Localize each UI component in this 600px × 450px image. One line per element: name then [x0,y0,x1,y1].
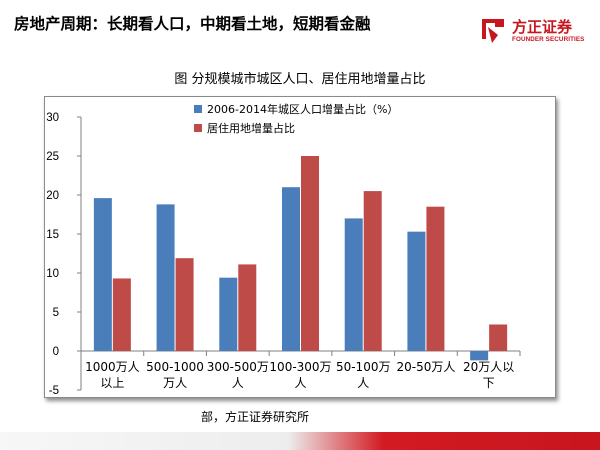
bar-series-1 [470,351,489,361]
y-tick-label: 15 [46,229,59,241]
x-category-label: 20万人以 [463,360,514,374]
footer-band [0,432,600,450]
x-category-label: 人 [294,376,306,390]
founder-logo-icon [482,19,504,43]
bar-series-2 [112,278,131,351]
x-category-label: 以上 [100,376,124,390]
x-category-label: 下 [483,376,495,390]
bar-series-2 [175,258,194,351]
x-category-label: 人 [357,376,369,390]
x-category-label: 人 [232,376,244,390]
x-category-label: 20-50万人 [396,360,455,374]
y-tick-label: 30 [46,112,59,124]
source-note: 部，方正证券研究所 [201,410,310,424]
bar-series-1 [219,277,238,351]
bar-series-1 [156,204,175,351]
y-tick-label: -5 [49,385,59,397]
x-category-label: 万人 [163,376,187,390]
y-tick-label: 25 [46,151,59,163]
x-category-label: 1000万人 [85,360,140,374]
y-tick-label: 20 [46,190,59,202]
slide-title: 房地产周期：长期看人口，中期看土地，短期看金融 [14,15,371,33]
bar-series-1 [344,218,363,351]
brand-name: 方正证券 [512,18,573,36]
brand-logo-block: 方正证券 FOUNDER SECURITIES [478,14,596,50]
bar-series-2 [301,156,319,351]
bar-series-1 [282,187,300,351]
x-category-label: 50-100万 [336,360,391,374]
legend-label: 2006-2014年城区人口增量占比（%） [207,102,398,116]
figure-title: 图 分规模城市城区人口、居住用地增量占比 [174,72,426,87]
y-tick-label: 10 [46,268,59,280]
y-tick-label: 5 [53,307,59,319]
bar-series-2 [238,264,257,351]
chart-frame: -5 0 5 10 15 20 25 30 1000万人 以上 500-1000 万人 300-500万… [44,96,556,398]
x-category-label: 500-1000 [146,360,204,374]
bar-series-2 [489,324,508,351]
bar-series-1 [93,198,112,351]
legend-swatch [194,124,202,132]
brand-subtitle: FOUNDER SECURITIES [512,36,585,43]
bar-series-2 [363,191,382,351]
legend-swatch [194,105,202,113]
y-tick-label: 0 [53,346,59,358]
x-category-label: 100-300万 [269,360,331,374]
x-category-label: 300-500万 [207,360,269,374]
bar-series-1 [407,231,426,351]
legend-label: 居住用地增量占比 [207,121,295,135]
bar-series-2 [426,206,445,351]
